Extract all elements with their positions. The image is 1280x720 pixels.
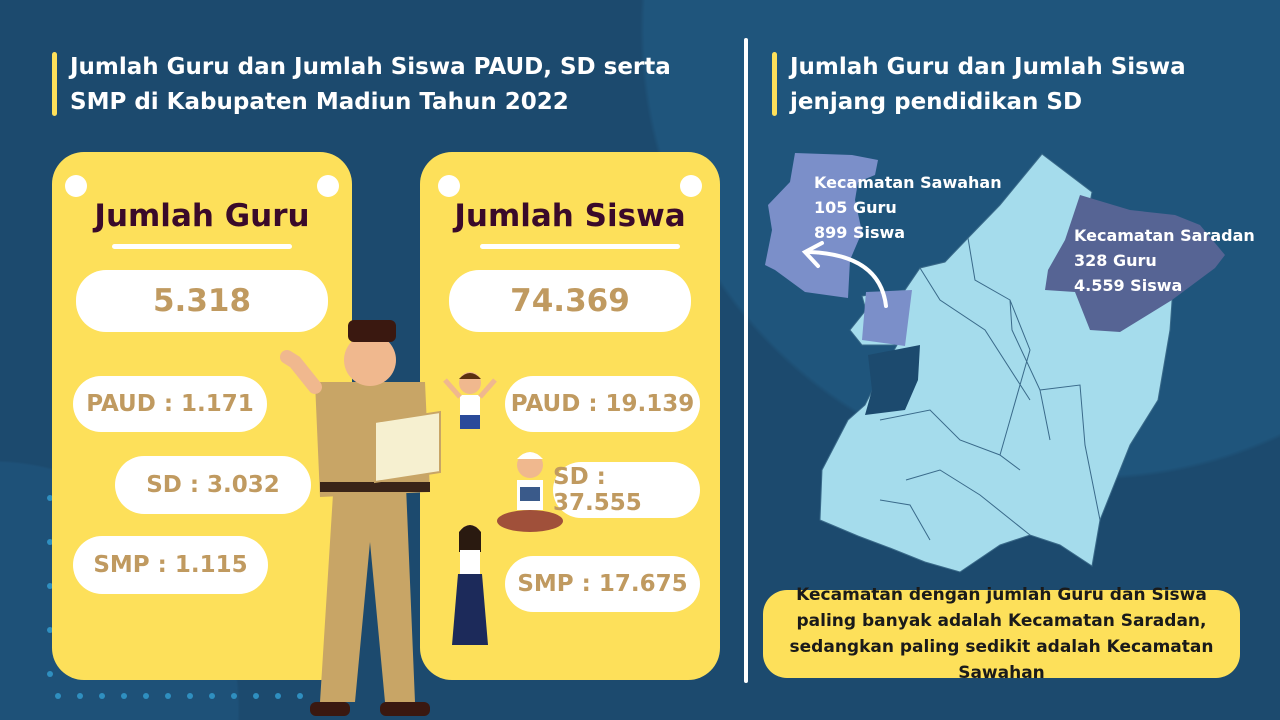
decor-dot (275, 693, 281, 699)
teacher-illustration (280, 320, 441, 716)
decor-dot (297, 693, 303, 699)
saradan-name: Kecamatan Saradan (1074, 226, 1255, 245)
map-region-sawahan (862, 290, 912, 346)
guru-sd: SD : 3.032 (115, 456, 311, 514)
decor-dot (143, 693, 149, 699)
decor-dot (99, 693, 105, 699)
arrow-icon (808, 250, 888, 308)
decor-dot (77, 693, 83, 699)
decor-dot (47, 627, 53, 633)
student-girl-icon (452, 525, 488, 645)
madiun-map (765, 153, 1225, 573)
label-sawahan: Kecamatan Sawahan 105 Guru 899 Siswa (814, 170, 1002, 245)
left-title: Jumlah Guru dan Jumlah Siswa PAUD, SD se… (52, 50, 712, 120)
guru-title: Jumlah Guru (94, 198, 310, 234)
arrow-head (801, 241, 824, 268)
saradan-siswa: 4.559 Siswa (1074, 276, 1183, 295)
divider (744, 38, 748, 683)
summary-note: Kecamatan dengan jumlah Guru dan Siswa p… (763, 585, 1240, 683)
underline (112, 244, 292, 249)
guru-card: Jumlah Guru 5.318 PAUD : 1.171 SD : 3.03… (52, 152, 352, 680)
siswa-sd: SD : 37.555 (553, 462, 700, 518)
decor-dot (209, 693, 215, 699)
map-region-sawahan (765, 153, 878, 298)
underline (480, 244, 680, 249)
label-saradan: Kecamatan Saradan 328 Guru 4.559 Siswa (1074, 223, 1255, 298)
card-hole (317, 175, 339, 197)
siswa-paud: PAUD : 19.139 (505, 376, 700, 432)
decor-dot (47, 539, 53, 545)
student-reading-icon (497, 452, 563, 532)
guru-paud: PAUD : 1.171 (73, 376, 267, 432)
decor-dot (47, 495, 53, 501)
sawahan-siswa: 899 Siswa (814, 223, 906, 242)
student-boy-icon (443, 372, 497, 429)
sawahan-guru: 105 Guru (814, 198, 897, 217)
card-hole (680, 175, 702, 197)
decor-dot (55, 693, 61, 699)
decor-dot (231, 693, 237, 699)
decor-dot (253, 693, 259, 699)
decor-dot (165, 693, 171, 699)
decor-dot (187, 693, 193, 699)
card-hole (438, 175, 460, 197)
sawahan-name: Kecamatan Sawahan (814, 173, 1002, 192)
decor-dot (47, 583, 53, 589)
decor-dot (121, 693, 127, 699)
decor-dot (47, 671, 53, 677)
map-region-hole (865, 345, 920, 415)
siswa-total: 74.369 (449, 270, 691, 332)
map-region-saradan (1045, 195, 1225, 332)
guru-total: 5.318 (76, 270, 328, 332)
siswa-smp: SMP : 17.675 (505, 556, 700, 612)
guru-smp: SMP : 1.115 (73, 536, 268, 594)
map-boundaries (879, 237, 1101, 541)
right-title: Jumlah Guru dan Jumlah Siswa jenjang pen… (772, 50, 1212, 120)
card-hole (65, 175, 87, 197)
siswa-title: Jumlah Siswa (454, 198, 686, 234)
saradan-guru: 328 Guru (1074, 251, 1157, 270)
summary-text: Kecamatan dengan jumlah Guru dan Siswa p… (789, 585, 1214, 683)
